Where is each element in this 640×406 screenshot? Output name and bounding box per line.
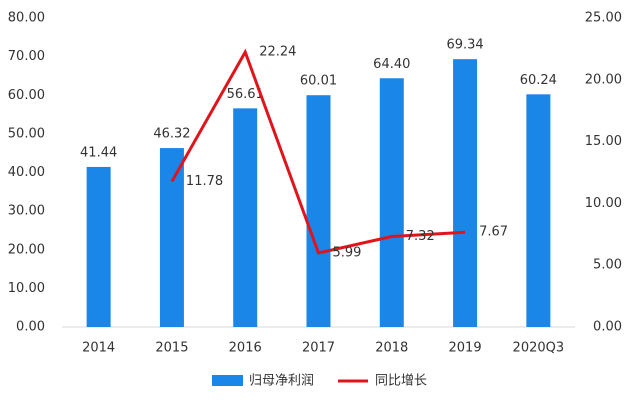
line-value-label: 7.67	[479, 225, 508, 240]
bar	[233, 108, 258, 327]
legend-swatch	[212, 375, 243, 386]
y-tick-label: 50.00	[8, 126, 45, 141]
y2-tick-label: 25.00	[585, 11, 622, 26]
y-tick-label: 0.00	[16, 320, 45, 335]
y-tick-label: 20.00	[8, 242, 45, 257]
line	[170, 48, 466, 255]
x-tick-label: 2017	[302, 341, 335, 356]
y2-tick-label: 5.00	[593, 258, 622, 273]
bar	[379, 78, 404, 327]
y-tick-label: 80.00	[8, 11, 45, 26]
line-value-label: 7.32	[406, 229, 435, 244]
bar	[306, 95, 331, 328]
y2-tick-label: 20.00	[585, 72, 622, 87]
line-value-label: 5.99	[333, 245, 362, 260]
bar-value-label: 56.61	[227, 87, 264, 102]
bar-value-label: 69.34	[446, 38, 483, 53]
y-tick-label: 10.00	[8, 281, 45, 296]
bar-value-label: 60.24	[520, 73, 557, 88]
legend-label: 归母净利润	[249, 374, 314, 389]
y2-tick-label: 0.00	[593, 320, 622, 335]
bar-value-label: 64.40	[373, 57, 410, 72]
x-tick-label: 2018	[375, 341, 408, 356]
bar	[526, 94, 551, 327]
line-value-label: 11.78	[186, 174, 223, 189]
x-tick-label: 2015	[155, 341, 188, 356]
y-tick-label: 40.00	[8, 165, 45, 180]
y2-tick-label: 10.00	[585, 196, 622, 211]
legend-label: 同比增长	[375, 374, 427, 389]
bar	[453, 59, 478, 327]
x-tick-label: 2020Q3	[513, 341, 565, 356]
bar	[86, 166, 111, 327]
line-value-label: 22.24	[259, 45, 296, 60]
y2-tick-label: 15.00	[585, 134, 622, 149]
y-tick-label: 30.00	[8, 204, 45, 219]
bar-value-label: 60.01	[300, 74, 337, 89]
x-tick-label: 2016	[229, 341, 262, 356]
y-tick-label: 70.00	[8, 49, 45, 64]
bar	[159, 148, 184, 327]
bar-value-label: 41.44	[80, 145, 117, 160]
x-tick-label: 2014	[82, 341, 115, 356]
bar-value-label: 46.32	[153, 127, 190, 142]
x-tick-label: 2019	[449, 341, 482, 356]
y-tick-label: 60.00	[8, 88, 45, 103]
